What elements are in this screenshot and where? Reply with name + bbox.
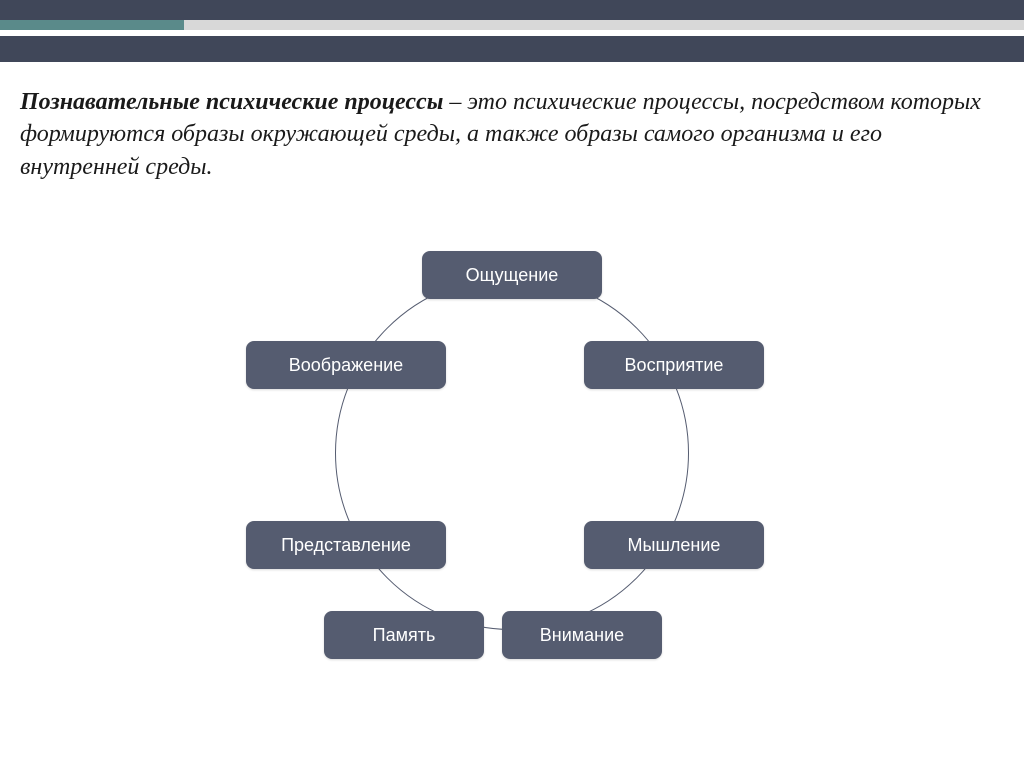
header-under-bar xyxy=(0,36,1024,62)
cycle-node-thinking: Мышление xyxy=(584,521,764,569)
cycle-node-perception: Восприятие xyxy=(584,341,764,389)
cycle-node-representation: Представление xyxy=(246,521,446,569)
cycle-node-memory: Память xyxy=(324,611,484,659)
cycle-node-imagination: Воображение xyxy=(246,341,446,389)
definition-dash: – xyxy=(443,89,467,115)
cycle-node-sensation: Ощущение xyxy=(422,251,602,299)
cycle-node-attention: Внимание xyxy=(502,611,662,659)
header-top-bar xyxy=(0,0,1024,20)
accent-left xyxy=(0,20,184,30)
definition-text: Познавательные психические процессы – эт… xyxy=(20,86,1004,183)
definition-term: Познавательные психические процессы xyxy=(20,89,443,115)
accent-right xyxy=(184,20,1024,30)
header-accent-bar xyxy=(0,20,1024,30)
slide-content: Познавательные психические процессы – эт… xyxy=(0,62,1024,713)
cycle-ring xyxy=(335,276,689,630)
cycle-diagram: Ощущение Восприятие Мышление Внимание Память… xyxy=(122,193,902,713)
